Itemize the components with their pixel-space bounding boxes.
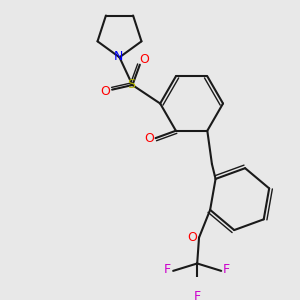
Text: O: O	[188, 231, 197, 244]
Text: O: O	[101, 85, 111, 98]
Text: O: O	[140, 53, 149, 66]
Text: O: O	[144, 132, 154, 145]
Text: N: N	[114, 50, 123, 63]
Text: F: F	[164, 263, 171, 276]
Text: F: F	[223, 263, 230, 276]
Text: F: F	[194, 290, 201, 300]
Text: S: S	[128, 78, 136, 91]
